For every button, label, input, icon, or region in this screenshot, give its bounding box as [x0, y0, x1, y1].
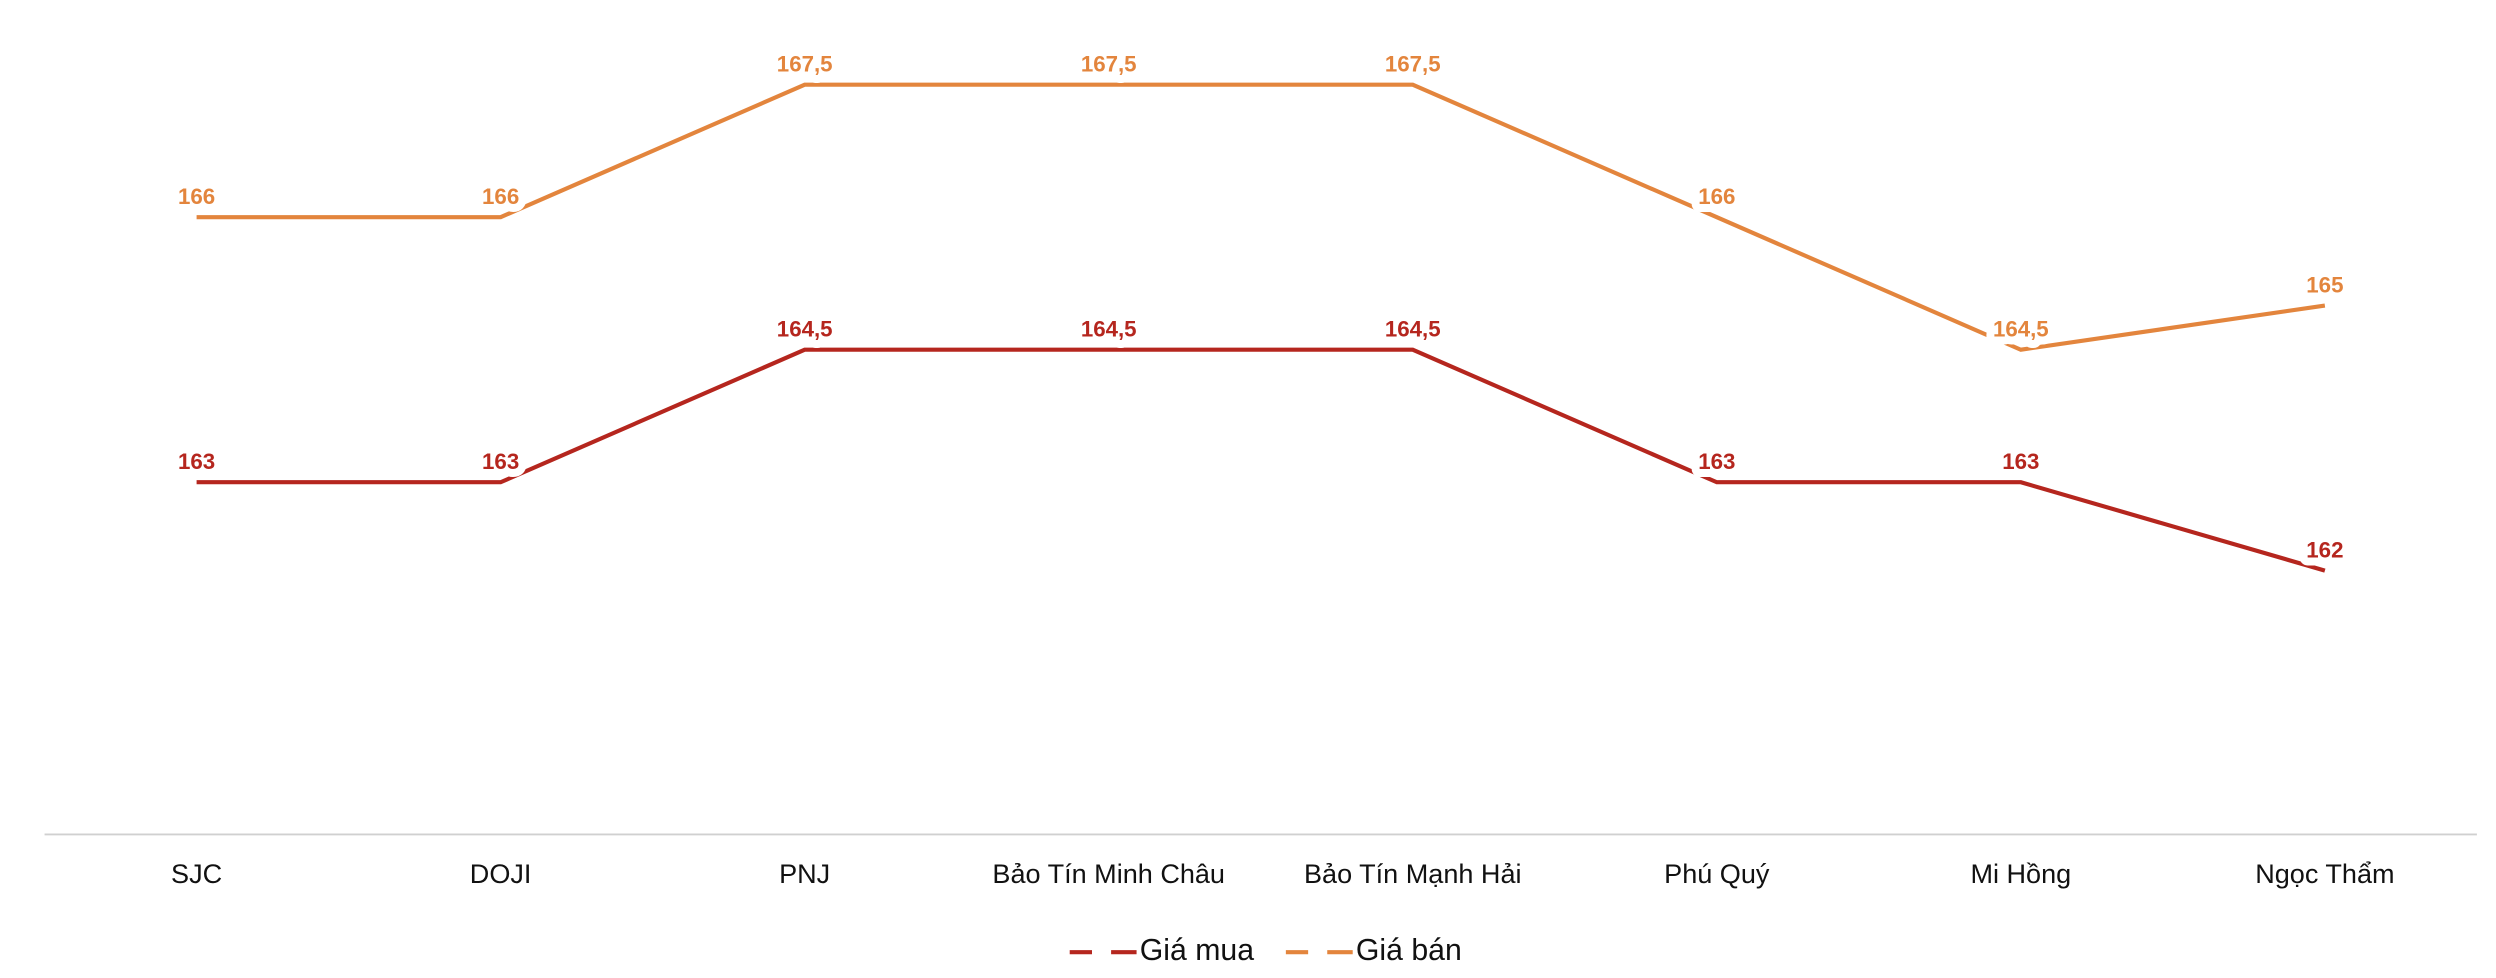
data-label: 164,5 [1081, 317, 1137, 342]
x-tick-label: Phú Quý [1664, 859, 1770, 889]
series-line [196, 347, 2326, 573]
data-label: 165 [2306, 272, 2343, 297]
data-label: 163 [178, 449, 215, 474]
data-label: 162 [2306, 537, 2343, 562]
data-label: 163 [482, 449, 519, 474]
x-tick-label: SJC [171, 859, 222, 889]
data-label: 164,5 [1993, 317, 2049, 342]
data-label: 163 [1698, 449, 1735, 474]
data-label: 166 [178, 184, 215, 209]
x-tick-label: Bảo Tín Mạnh Hải [1304, 859, 1522, 889]
x-tick-label: Mi Hồng [1970, 859, 2071, 889]
data-label: 166 [1698, 184, 1735, 209]
x-tick-label: PNJ [779, 859, 830, 889]
x-tick-label: Bảo Tín Minh Châu [992, 859, 1225, 889]
data-label: 166 [482, 184, 519, 209]
data-label: 163 [2002, 449, 2039, 474]
series-line [196, 82, 2326, 352]
legend-label: Giá bán [1356, 934, 1462, 967]
data-label: 167,5 [777, 51, 833, 76]
legend-label: Giá mua [1140, 934, 1254, 967]
data-label: 164,5 [1385, 317, 1441, 342]
x-tick-label: Ngọc Thẩm [2255, 859, 2394, 889]
data-label: 167,5 [1385, 51, 1441, 76]
data-label: 164,5 [777, 317, 833, 342]
x-tick-label: DOJI [470, 859, 532, 889]
data-label: 167,5 [1081, 51, 1137, 76]
